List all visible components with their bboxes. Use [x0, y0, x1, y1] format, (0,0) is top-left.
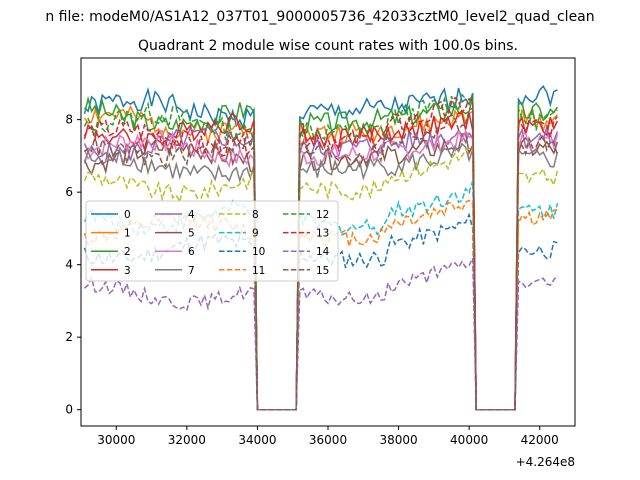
y-tick-label: 6: [65, 185, 73, 199]
legend-label-1: 1: [124, 228, 131, 240]
x-tick-label: 40000: [450, 433, 488, 447]
x-tick-label: 30000: [97, 433, 135, 447]
legend-label-14: 14: [316, 246, 330, 258]
x-tick-label: 32000: [168, 433, 206, 447]
y-tick-label: 2: [65, 330, 73, 344]
legend-label-8: 8: [252, 209, 259, 221]
series-line-14: [83, 257, 558, 411]
y-tick-label: 8: [65, 113, 73, 127]
y-axis: 0 2 4 6 8: [65, 113, 81, 417]
legend-label-15: 15: [316, 265, 329, 277]
legend-label-13: 13: [316, 228, 329, 240]
legend-label-5: 5: [188, 228, 195, 240]
legend-label-7: 7: [188, 265, 195, 277]
x-tick-label: 36000: [309, 433, 347, 447]
x-tick-label: 38000: [379, 433, 417, 447]
x-offset-label: +4.264e8: [516, 455, 575, 469]
legend-label-4: 4: [188, 209, 195, 221]
legend-label-2: 2: [124, 246, 131, 258]
figure-suptitle: n file: modeM0/AS1A12_037T01_9000005736_…: [45, 9, 594, 25]
y-tick-label: 0: [65, 403, 73, 417]
legend-label-0: 0: [124, 209, 131, 221]
legend-label-11: 11: [252, 265, 265, 277]
legend-label-12: 12: [316, 209, 329, 221]
x-tick-label: 34000: [238, 433, 276, 447]
y-tick-label: 4: [65, 258, 73, 272]
x-tick-label: 42000: [521, 433, 559, 447]
legend-label-9: 9: [252, 228, 259, 240]
x-axis: 30000 32000 34000 36000 38000 40000 42000: [97, 426, 559, 447]
legend-label-10: 10: [252, 246, 265, 258]
legend-label-6: 6: [188, 246, 195, 258]
chart-title: Quadrant 2 module wise count rates with …: [138, 38, 518, 54]
legend-label-3: 3: [124, 265, 131, 277]
legend-box: [85, 200, 339, 282]
